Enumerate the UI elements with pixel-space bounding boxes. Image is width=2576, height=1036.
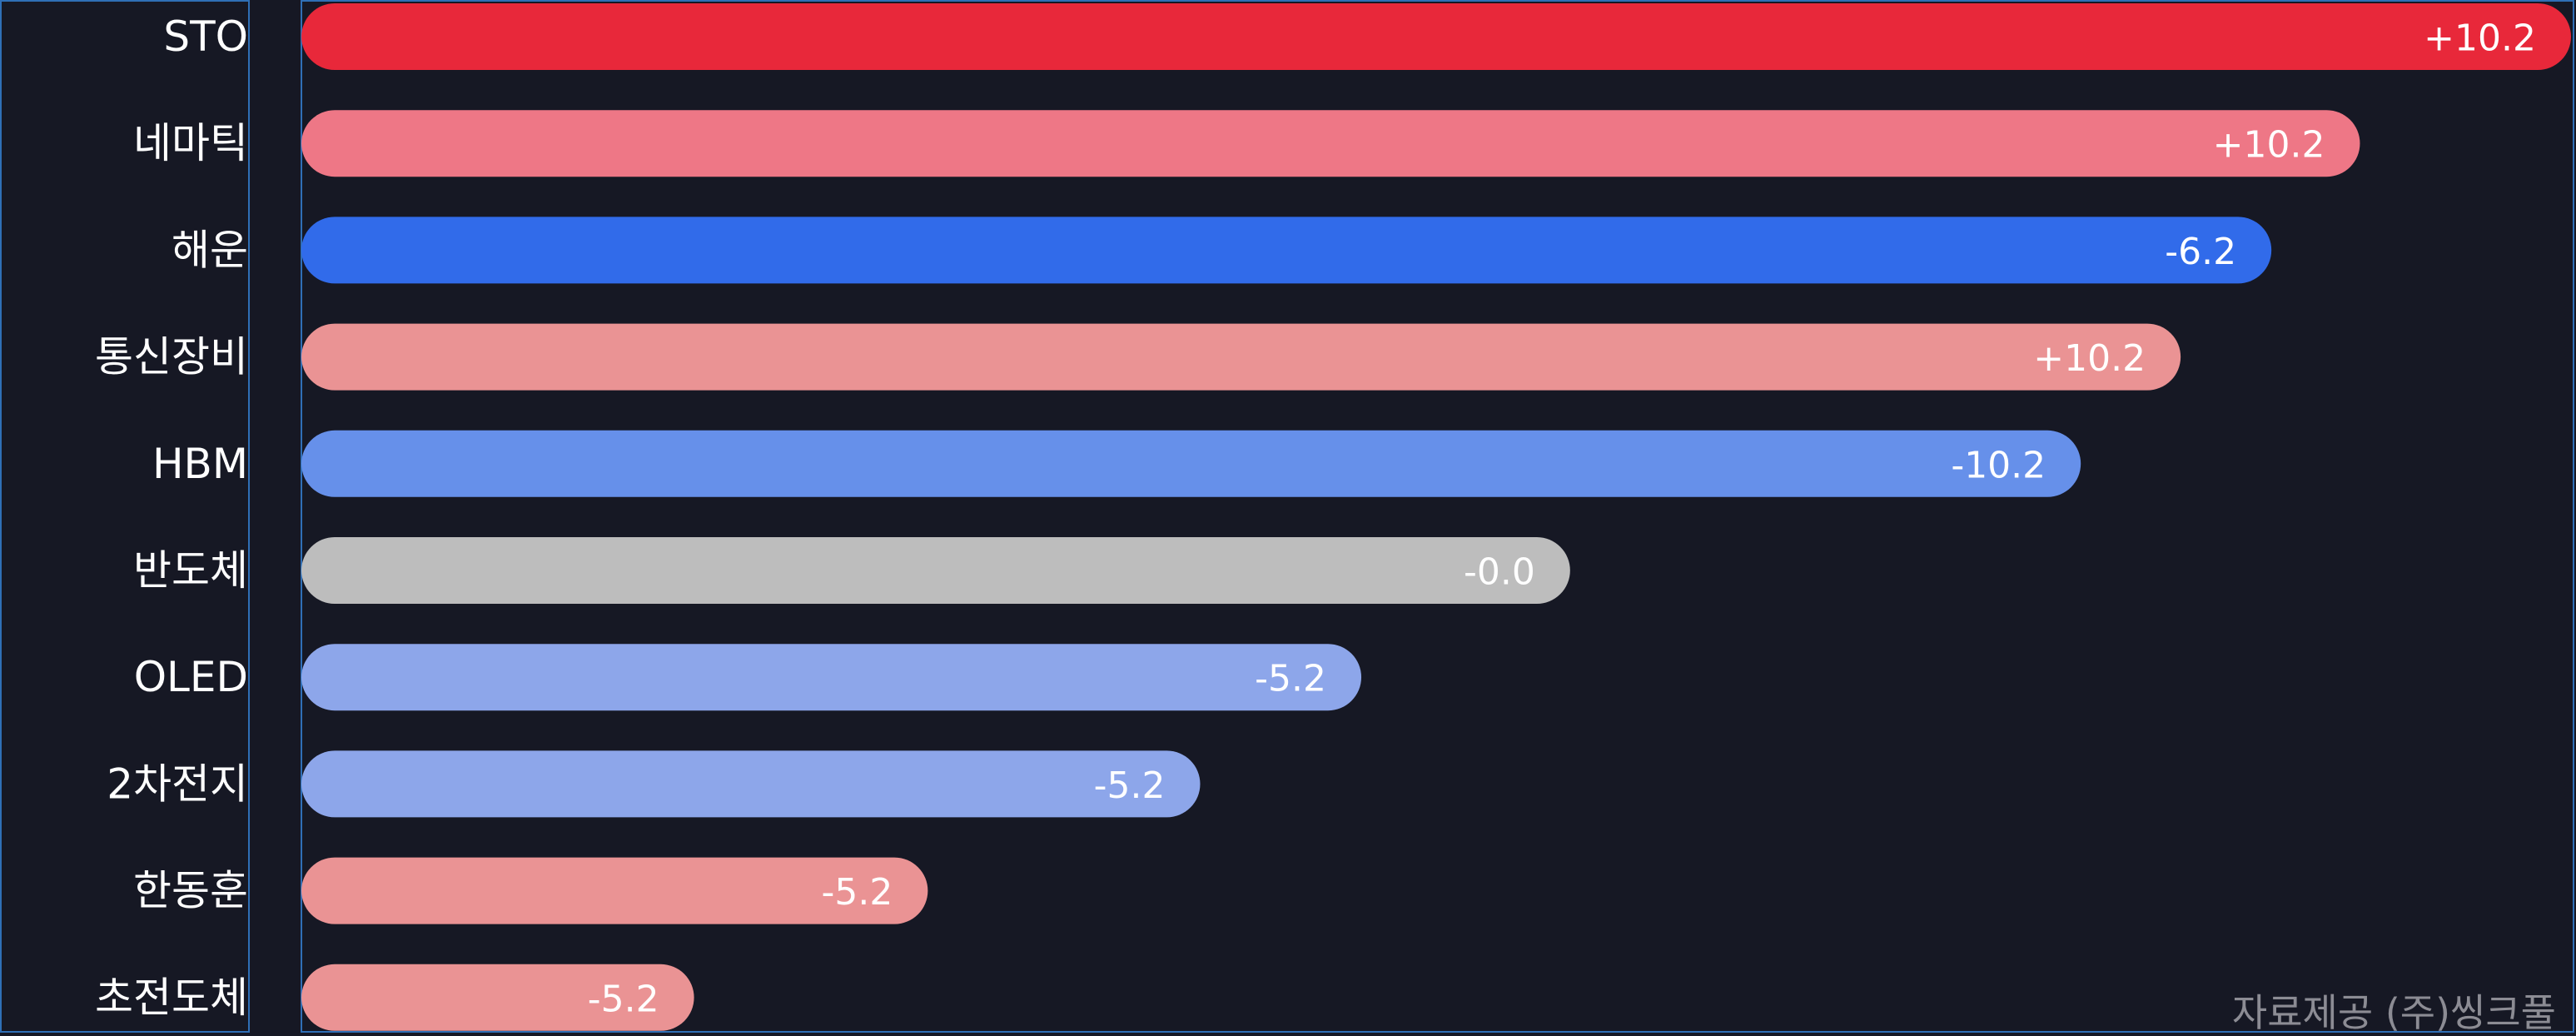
bar-6 [301,537,1570,604]
category-label: 해운 [172,226,248,274]
plot-area [301,0,2574,1033]
bar-3 [301,217,2272,284]
bar-5 [301,430,2081,497]
bar-9 [301,857,928,924]
value-label: +10.2 [2424,17,2536,60]
category-label: HBM [152,440,248,488]
value-label: -5.2 [1255,658,1326,700]
value-label: +10.2 [2033,337,2146,380]
source-credit: 자료제공 (주)씽크풀 [2231,989,2556,1035]
category-label: STO [163,12,248,61]
bar-4 [301,323,2181,391]
category-label: 초전도체 [95,974,248,1022]
value-label: -10.2 [1951,444,2046,486]
category-label: 반도체 [133,546,248,595]
bars-group [301,3,2571,1031]
value-label: -5.2 [1094,765,1166,807]
category-label: OLED [134,653,248,701]
category-label: 2차전지 [107,760,248,808]
bar-1 [301,3,2571,70]
category-label: 한동훈 [133,867,248,915]
bar-10 [301,964,694,1031]
value-label: +10.2 [2213,124,2325,167]
value-label: -6.2 [2165,231,2236,273]
value-label: -0.0 [1464,551,1535,594]
value-label: -5.2 [588,978,659,1020]
bar-7 [301,644,1362,711]
category-label: 네마틱 [133,119,248,167]
bar-8 [301,750,1201,818]
category-label: 통신장비 [95,333,248,381]
value-labels: +10.2 +10.2 -6.2 +10.2 -10.2 -0.0 -5.2 -5.2 -5.2… [588,17,2536,1021]
value-label: -5.2 [822,871,893,914]
bar-2 [301,110,2360,177]
category-label-panel [0,0,250,1033]
